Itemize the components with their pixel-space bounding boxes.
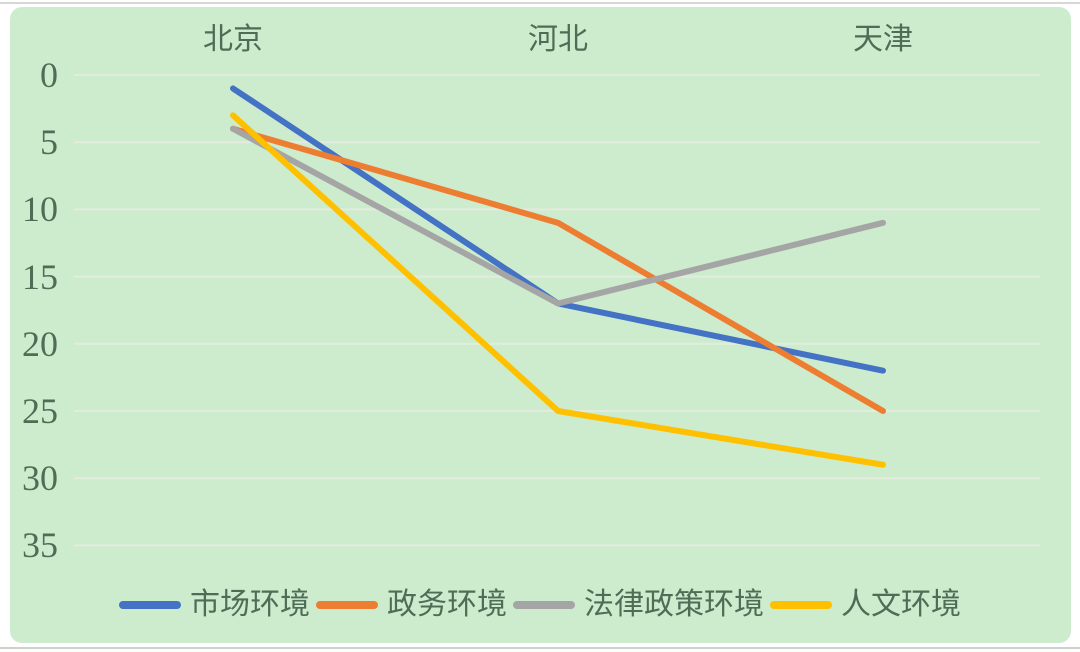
legend-label: 政务环境 bbox=[387, 588, 507, 621]
series-line-0 bbox=[230, 85, 886, 374]
series-line-2 bbox=[230, 125, 886, 307]
y-axis-tick-label: 30 bbox=[22, 458, 58, 499]
legend-swatch bbox=[119, 601, 181, 609]
y-axis-tick-label: 15 bbox=[22, 256, 58, 297]
legend-swatch bbox=[513, 601, 575, 609]
series-lines bbox=[230, 85, 886, 468]
y-axis-tick-label: 20 bbox=[22, 323, 58, 364]
legend-swatch bbox=[316, 601, 378, 609]
series-line-3 bbox=[230, 112, 886, 468]
legend-item: 人文环境 bbox=[770, 588, 961, 622]
series-line-1 bbox=[230, 125, 886, 414]
y-axis-tick-label: 35 bbox=[22, 525, 58, 566]
legend-swatch bbox=[770, 601, 832, 609]
legend-item: 市场环境 bbox=[119, 588, 310, 622]
top-border-line bbox=[0, 2, 1080, 4]
category-label: 北京 bbox=[203, 23, 263, 56]
legend-label: 人文环境 bbox=[841, 588, 961, 621]
legend: 市场环境 政务环境 法律政策环境 人文环境 bbox=[0, 588, 1080, 622]
y-axis-tick-label: 10 bbox=[22, 189, 58, 230]
category-label: 河北 bbox=[528, 23, 588, 56]
y-axis-tick-label: 25 bbox=[22, 391, 58, 431]
legend-item: 政务环境 bbox=[316, 588, 507, 622]
gridlines bbox=[74, 74, 1040, 547]
category-label: 天津 bbox=[853, 23, 913, 56]
legend-label: 市场环境 bbox=[190, 588, 310, 621]
bottom-border-line bbox=[0, 647, 1080, 649]
y-axis-tick-label: 0 bbox=[40, 55, 58, 95]
y-axis-tick-label: 5 bbox=[40, 122, 58, 163]
legend-item: 法律政策环境 bbox=[513, 588, 764, 622]
chart-panel bbox=[10, 7, 1071, 643]
legend-label: 法律政策环境 bbox=[584, 588, 764, 621]
